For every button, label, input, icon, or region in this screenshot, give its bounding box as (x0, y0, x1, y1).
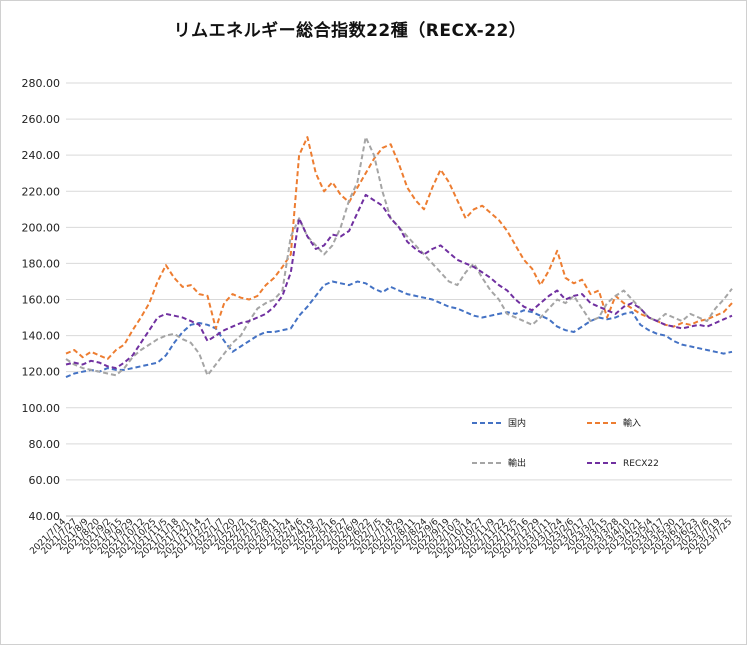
gridlines (66, 82, 732, 517)
y-tick-label: 160.00 (22, 294, 61, 307)
y-tick-label: 120.00 (22, 366, 61, 379)
legend-label: 国内 (508, 417, 526, 429)
y-tick-label: 240.00 (22, 149, 61, 162)
y-tick-label: 260.00 (22, 113, 61, 126)
chart-title: リムエネルギー総合指数22種（RECX-22） (173, 21, 527, 41)
y-tick-label: 180.00 (22, 257, 61, 270)
y-tick-label: 140.00 (22, 330, 61, 343)
y-tick-label: 80.00 (29, 438, 61, 451)
y-tick-label: 100.00 (22, 402, 61, 415)
y-tick-label: 200.00 (22, 221, 61, 234)
legend-label: 輸入 (623, 417, 641, 429)
legend-label: 輸出 (508, 457, 526, 469)
series-line-輸入 (65, 136, 733, 360)
y-tick-labels: 40.00 60.00 80.00 100.00 120.00 140.00 160.00 1… (22, 77, 61, 523)
y-tick-label: 60.00 (29, 474, 61, 487)
y-tick-label: 280.00 (22, 77, 61, 90)
series-line-RECX22 (65, 193, 733, 370)
y-tick-label: 220.00 (22, 185, 61, 198)
legend-label: RECX22 (623, 459, 659, 469)
series-lines (65, 136, 733, 379)
series-line-輸出 (65, 136, 733, 377)
series-line-国内 (65, 280, 733, 379)
x-tick-labels: 2021/7/142021/7/272021/8/92021/8/202021/… (28, 517, 734, 561)
y-tick-label: 40.00 (29, 510, 61, 523)
